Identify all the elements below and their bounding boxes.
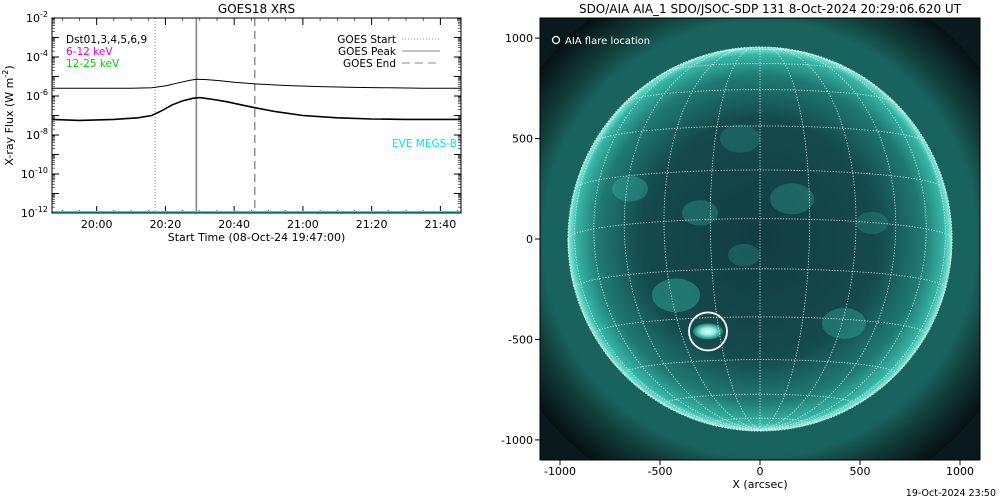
- x-tick-label: -500: [648, 465, 673, 478]
- y-tick-exponent: -8: [40, 127, 48, 136]
- legend-left-item: 12-25 keV: [66, 58, 120, 70]
- image-area: AIA flare location: [540, 18, 980, 460]
- instrument-label: EVE MEGS-B: [392, 138, 457, 150]
- y-tick-base: 10: [21, 207, 35, 220]
- plot-frame: [51, 17, 462, 214]
- y-tick-label: -500: [508, 333, 533, 346]
- longitude-line: [663, 47, 761, 431]
- x-axis-label: X (arcsec): [732, 478, 787, 491]
- active-region: [720, 124, 760, 153]
- active-region: [822, 307, 866, 339]
- y-tick-label: 0: [526, 233, 533, 246]
- image-title: SDO/AIA AIA_1 SDO/JSOC-SDP 131 8-Oct-202…: [579, 2, 962, 16]
- footer-timestamp: 19-Oct-2024 23:50: [906, 488, 996, 499]
- latitude-line: [709, 417, 811, 426]
- x-tick-label: 20:40: [218, 218, 250, 231]
- longitude-line: [574, 62, 761, 431]
- y-tick-label: 10-4: [26, 49, 48, 64]
- latitude-line: [663, 393, 857, 407]
- helio-grid: [567, 47, 953, 431]
- legend-right-label: GOES Start: [337, 34, 396, 46]
- y-axis-label-close: ): [3, 65, 16, 69]
- active-region: [652, 278, 700, 313]
- y-tick-label: 10-8: [26, 127, 48, 142]
- legend-right-label: GOES End: [343, 58, 396, 70]
- y-tick-label: 10-2: [26, 10, 48, 25]
- active-region: [682, 200, 718, 226]
- y-tick-label: 10-6: [26, 88, 48, 103]
- y-tick-base: 10: [26, 51, 40, 64]
- longitude-line: [759, 62, 946, 431]
- active-region: [612, 176, 648, 202]
- x-tick-label: 20:00: [81, 218, 113, 231]
- latitude-line: [567, 218, 953, 240]
- longitude-line: [759, 51, 927, 431]
- y-tick-base: 10: [26, 90, 40, 103]
- y-axis-label: X-ray Flux (W m-2): [1, 65, 16, 165]
- y-tick-exponent: -4: [40, 49, 48, 58]
- x-tick-label: -1000: [544, 465, 576, 478]
- longitude-line: [593, 51, 761, 431]
- legend-left-item: 6-12 keV: [66, 46, 113, 58]
- longitude-line: [759, 47, 857, 431]
- longitude-line: [759, 47, 811, 431]
- longitude-line: [709, 47, 761, 431]
- latitude-line: [625, 89, 895, 103]
- limb-circle: [567, 46, 953, 432]
- legend-marker: [551, 35, 561, 45]
- y-tick-label: 500: [512, 133, 533, 146]
- latitude-line: [594, 125, 926, 143]
- active-region: [856, 211, 888, 235]
- chart-title: GOES18 XRS: [218, 2, 295, 16]
- y-tick-label: 10-12: [21, 205, 48, 220]
- aia-solar-image: SDO/AIA AIA_1 SDO/JSOC-SDP 131 8-Oct-202…: [501, 2, 996, 499]
- x-tick-label: 21:00: [287, 218, 319, 231]
- y-tick-exponent: -10: [35, 166, 48, 175]
- goes-xrs-panel: GOES18 XRS 10-12 10-10 10-8 10-6 10-4 10-2 20:0…: [0, 0, 470, 250]
- y-axis-label-sup: -2: [1, 70, 10, 78]
- x-tick-label: 21:20: [356, 218, 388, 231]
- y-tick-exponent: -12: [35, 205, 48, 214]
- x-tick-label: 21:40: [425, 218, 457, 231]
- latitude-line: [623, 359, 897, 376]
- x-tick-label: 500: [850, 465, 871, 478]
- flare-brightening: [693, 323, 723, 340]
- aia-image-panel: SDO/AIA AIA_1 SDO/JSOC-SDP 131 8-Oct-202…: [490, 0, 1000, 500]
- legend-right-label: GOES Peak: [338, 46, 397, 58]
- x-tick-label: 20:20: [150, 218, 182, 231]
- y-tick-label: 1000: [505, 32, 533, 45]
- y-tick-exponent: -6: [40, 88, 48, 97]
- legend-left-item: Dst01,3,4,5,6,9: [66, 34, 147, 46]
- flare-location-marker: [688, 311, 728, 352]
- xrs-short-line: [51, 96, 461, 122]
- legend-label: AIA flare location: [565, 36, 650, 47]
- xrs-long-line: [52, 78, 461, 89]
- y-tick-base: 10: [26, 129, 40, 142]
- y-tick-label: 10-10: [21, 166, 48, 181]
- latitude-line: [593, 316, 927, 336]
- y-tick-label: -1000: [501, 434, 533, 447]
- latitude-line: [574, 268, 946, 289]
- longitude-line: [759, 47, 897, 431]
- y-tick-base: 10: [21, 168, 35, 181]
- latitude-line: [574, 169, 946, 189]
- y-tick-base: 10: [26, 12, 40, 25]
- x-axis-label: Start Time (08-Oct-24 19:47:00): [168, 231, 346, 244]
- y-tick-exponent: -2: [40, 10, 48, 19]
- x-tick-label: 0: [757, 465, 764, 478]
- longitude-line: [623, 47, 761, 431]
- active-region: [770, 183, 814, 215]
- y-axis-label-main: X-ray Flux (W m: [3, 78, 16, 166]
- active-region: [728, 243, 760, 267]
- latitude-line: [714, 48, 806, 53]
- goes-xrs-chart: GOES18 XRS10-1210-1010-810-610-410-220:0…: [1, 2, 462, 244]
- x-tick-label: 1000: [946, 465, 974, 478]
